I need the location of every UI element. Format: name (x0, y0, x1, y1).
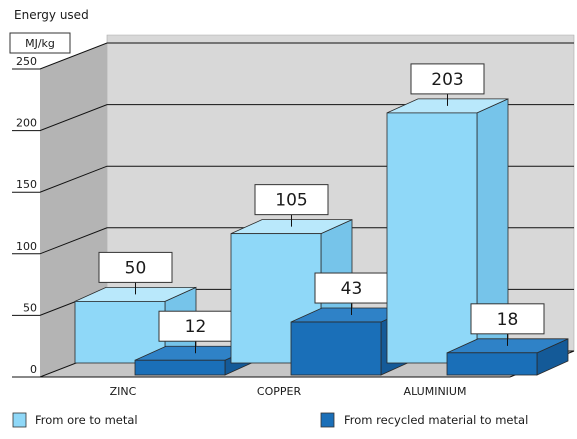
bar-recycled-zinc-front (134, 359, 226, 376)
legend: From ore to metal From recycled material … (12, 412, 528, 428)
bar-ore-aluminium-front (386, 112, 478, 364)
bar-recycled-copper-front (290, 321, 382, 376)
bar-ore-zinc-label-box (98, 251, 173, 283)
bar-recycled-zinc-data-label: 12 (185, 317, 207, 337)
category-label-zinc: ZINC (110, 385, 137, 398)
legend-swatch-ore (12, 412, 27, 428)
y-tick-label-0: 0 (30, 363, 37, 376)
legend-swatch-recycled (320, 412, 335, 428)
legend-label-ore: From ore to metal (35, 413, 138, 427)
y-tick-label-250: 250 (16, 55, 37, 68)
unit-label: MJ/kg (25, 37, 55, 50)
bar-ore-zinc-front (74, 300, 166, 364)
bar-ore-zinc-data-label: 50 (125, 258, 147, 278)
bar-recycled-aluminium-data-label: 18 (497, 310, 519, 330)
bars: 50 12 105 43 203 18 (74, 63, 569, 376)
side-wall (40, 43, 107, 377)
bar-ore-aluminium-label-box (410, 63, 485, 95)
gridline-250 (12, 42, 574, 70)
bar-recycled-copper-data-label: 43 (341, 279, 363, 299)
y-tick-labels: 0 50 100 150 200 250 (16, 55, 37, 376)
bar-recycled-aluminium-label-box (470, 303, 545, 335)
gridline-200 (12, 104, 574, 132)
bar-ore-aluminium-data-label: 203 (431, 70, 463, 90)
gridline-150 (12, 165, 574, 193)
bar-ore-copper-label-box (254, 184, 329, 216)
bar-recycled-aluminium-front (446, 352, 538, 376)
bar-ore-copper-data-label: 105 (275, 191, 307, 211)
y-tick-label-150: 150 (16, 178, 37, 191)
y-tick-label-200: 200 (16, 117, 37, 130)
category-label-copper: COPPER (257, 385, 302, 398)
legend-label-recycled: From recycled material to metal (344, 413, 528, 427)
unit-box (9, 32, 71, 54)
category-label-aluminium: ALUMINIUM (404, 385, 467, 398)
y-axis-title: Energy used (14, 8, 89, 22)
category-labels: ZINC COPPER ALUMINIUM (110, 385, 467, 398)
y-tick-label-50: 50 (23, 301, 37, 314)
y-tick-label-100: 100 (16, 240, 37, 253)
